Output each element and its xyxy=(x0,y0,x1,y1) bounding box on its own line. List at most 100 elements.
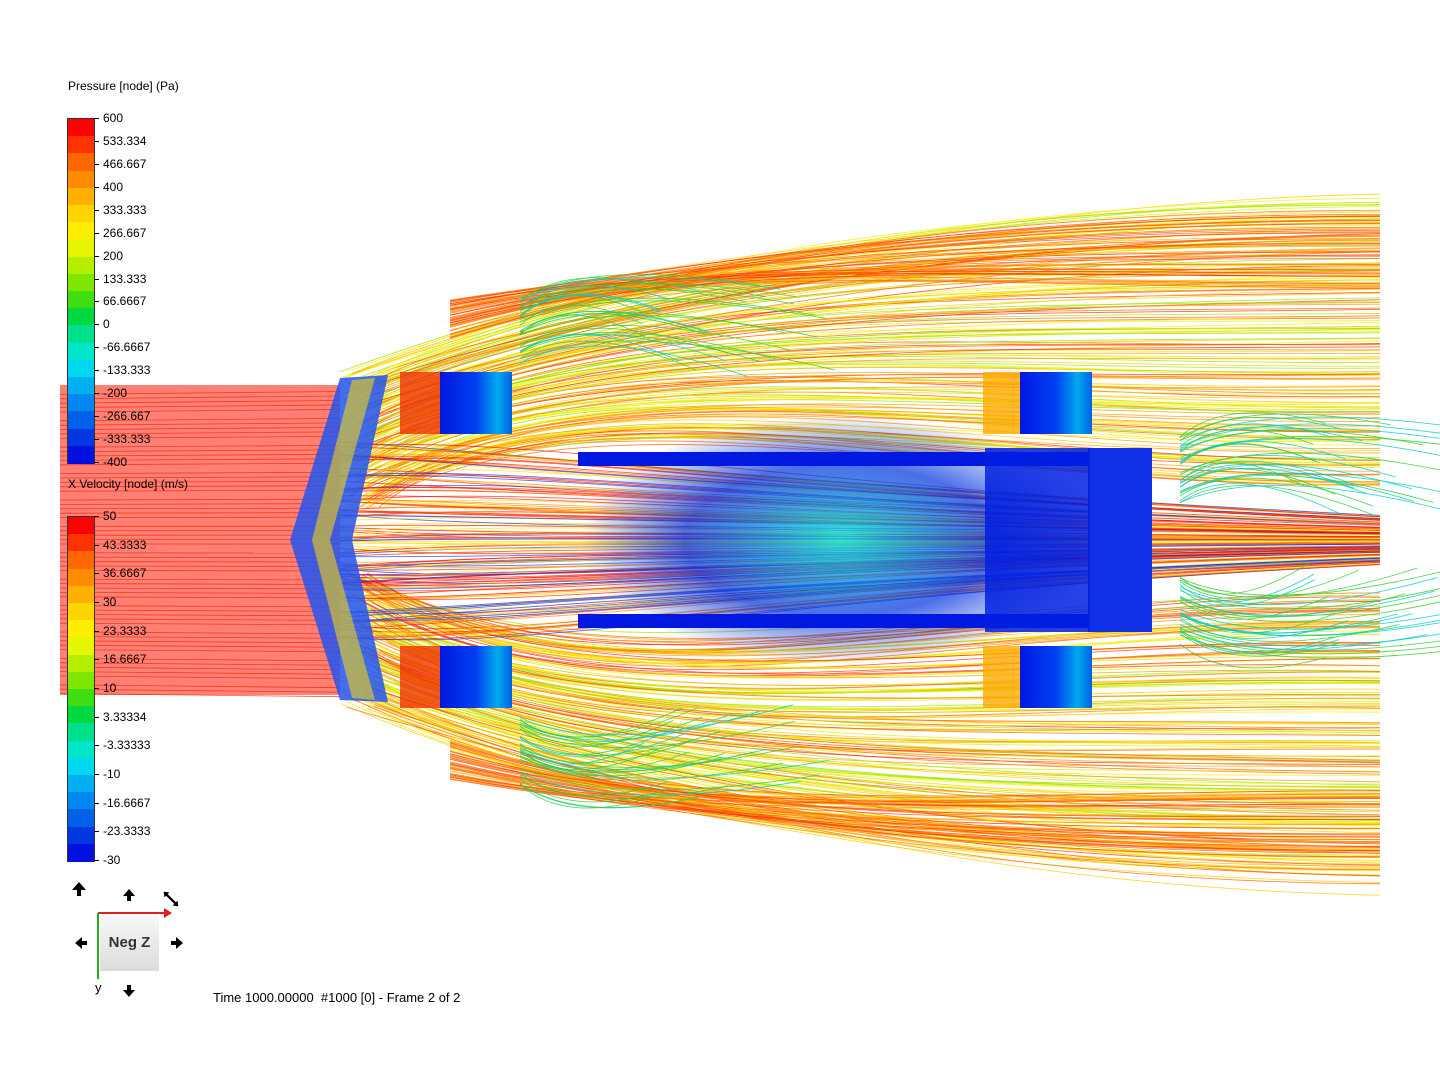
streamline xyxy=(359,600,1381,674)
pressure-legend-title: Pressure [node] (Pa) xyxy=(68,79,179,93)
pressure-legend-tick-label: -66.6667 xyxy=(103,340,151,355)
velocity-legend-tick-label: -10 xyxy=(103,767,121,781)
car-body xyxy=(580,415,1100,665)
velocity-legend-tick-label: 36.6667 xyxy=(103,566,147,581)
pressure-legend-tick-label: -400 xyxy=(103,455,128,469)
pressure-legend-tick-label: -333.333 xyxy=(103,432,151,447)
streamline xyxy=(344,413,1381,481)
streamline xyxy=(1179,464,1412,490)
streamline xyxy=(449,210,1381,305)
streamline xyxy=(519,297,816,320)
velocity-legend-swatch xyxy=(68,689,94,708)
pressure-legend-tick-mark xyxy=(94,462,99,463)
pan-down-icon[interactable] xyxy=(120,982,138,1000)
streamline xyxy=(361,404,1381,482)
pressure-legend-tick-mark xyxy=(94,140,99,142)
pressure-legend-swatch xyxy=(68,445,94,465)
streamline xyxy=(449,776,1381,835)
velocity-legend-tick-mark xyxy=(94,544,99,546)
streamline xyxy=(1179,485,1440,510)
view-face-button[interactable]: Neg Z xyxy=(100,914,159,971)
velocity-legend-swatch xyxy=(68,517,94,536)
velocity-legend-swatch xyxy=(68,843,94,863)
orientation-widget[interactable]: Neg Z y xyxy=(62,878,192,998)
pressure-legend-swatch xyxy=(68,428,94,448)
front-wing-edge xyxy=(312,378,375,700)
streamline xyxy=(1179,576,1438,606)
velocity-legend-tick-label: 23.3333 xyxy=(103,623,147,638)
streamline xyxy=(519,327,729,354)
streamline xyxy=(353,673,1381,822)
streamline xyxy=(345,277,1381,406)
pressure-legend-tick-label: -266.667 xyxy=(103,409,151,424)
velocity-legend-swatch xyxy=(68,551,94,571)
fit-view-icon[interactable] xyxy=(162,890,180,908)
streamline xyxy=(1179,468,1336,495)
streamline xyxy=(1179,474,1415,502)
streamline xyxy=(1179,643,1327,669)
streamline xyxy=(1179,416,1440,441)
streamline xyxy=(519,340,835,371)
rotate-up-icon[interactable] xyxy=(70,880,88,898)
streamline xyxy=(1179,429,1424,453)
pressure-legend-tick-label: 400 xyxy=(103,179,124,194)
streamline xyxy=(449,273,1381,324)
velocity-legend-swatch xyxy=(68,826,94,846)
pressure-legend-swatch xyxy=(68,291,94,310)
velocity-legend-swatch xyxy=(68,534,94,553)
streamline xyxy=(378,602,1381,670)
streamline xyxy=(1179,569,1359,600)
streamline xyxy=(1179,452,1440,474)
pressure-legend-tick-label: 200 xyxy=(103,248,124,263)
velocity-legend-tick-label: 50 xyxy=(103,509,117,523)
velocity-legend-tick-mark xyxy=(94,802,99,804)
pressure-legend-swatch xyxy=(68,153,94,173)
velocity-legend-tick-mark xyxy=(94,860,99,861)
streamline xyxy=(363,248,1381,398)
velocity-color-bar[interactable] xyxy=(67,516,95,863)
pressure-legend-tick-label: 333.333 xyxy=(103,202,147,217)
streamline xyxy=(519,767,820,791)
streamline xyxy=(364,674,1381,819)
pan-right-icon[interactable] xyxy=(168,934,186,952)
pressure-legend-tick-label: -133.333 xyxy=(103,363,151,378)
velocity-legend-tick-mark xyxy=(94,573,99,575)
pressure-legend-swatch xyxy=(68,136,94,155)
y-axis-label: y xyxy=(95,980,102,995)
pressure-legend-swatch xyxy=(68,256,94,276)
streamline xyxy=(1179,624,1440,647)
pan-up-icon[interactable] xyxy=(120,886,138,904)
streamline xyxy=(519,749,658,770)
streamline xyxy=(449,770,1381,835)
streamline xyxy=(1179,416,1341,442)
pressure-legend-tick-mark xyxy=(94,118,99,119)
streamline xyxy=(519,732,687,758)
velocity-legend-title: X Velocity [node] (m/s) xyxy=(68,477,189,491)
streamline xyxy=(371,601,1381,675)
velocity-legend-swatch xyxy=(68,568,94,588)
pressure-legend-tick-label: 466.667 xyxy=(103,156,147,171)
streamline xyxy=(449,746,1381,847)
streamline xyxy=(1179,429,1314,452)
streamline xyxy=(379,680,1381,827)
streamline xyxy=(449,767,1381,858)
rear-right-brake xyxy=(983,646,1020,708)
velocity-legend-tick-mark xyxy=(94,630,99,632)
pressure-legend-swatch xyxy=(68,273,94,293)
velocity-legend-swatch xyxy=(68,620,94,639)
pressure-legend-swatch xyxy=(68,119,94,138)
streamline xyxy=(519,730,671,756)
streamline xyxy=(449,223,1381,328)
streamline xyxy=(519,711,760,741)
velocity-legend-tick-mark xyxy=(94,516,99,517)
pressure-legend-tick-mark xyxy=(94,324,99,326)
streamline xyxy=(1179,462,1305,487)
pan-left-icon[interactable] xyxy=(72,934,90,952)
streamline xyxy=(449,768,1381,870)
streamline xyxy=(1179,593,1406,618)
pressure-legend-tick-mark xyxy=(94,163,99,165)
streamline xyxy=(519,783,651,809)
pressure-color-bar[interactable] xyxy=(67,118,95,465)
